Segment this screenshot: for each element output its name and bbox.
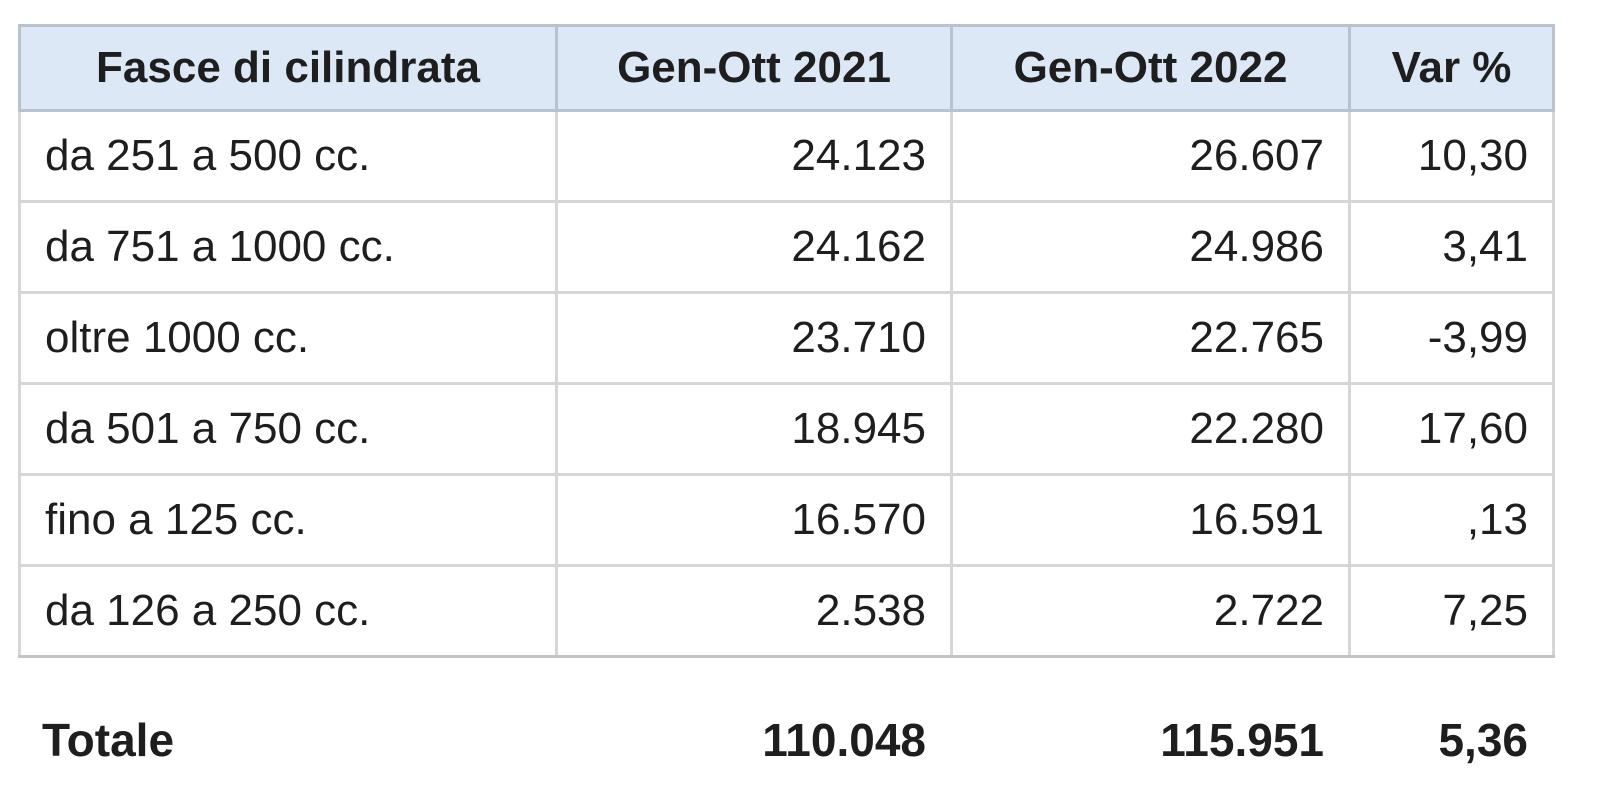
table-cell: da 751 a 1000 cc. — [18, 200, 558, 294]
table-cell: 23.710 — [555, 291, 953, 385]
header-cell: Gen-Ott 2022 — [950, 24, 1351, 112]
table-cell: 3,41 — [1348, 200, 1555, 294]
table-row: da 501 a 750 cc. 18.945 22.280 17,60 — [18, 382, 1555, 476]
data-table: Fasce di cilindrata Gen-Ott 2021 Gen-Ott 2… — [18, 24, 1555, 658]
table-cell: 24.986 — [950, 200, 1351, 294]
table-cell: da 501 a 750 cc. — [18, 382, 558, 476]
table-cell: 16.570 — [555, 473, 953, 567]
total-cell: Totale — [42, 714, 175, 766]
total-cell: 110.048 — [762, 714, 926, 766]
table-cell: 17,60 — [1348, 382, 1555, 476]
total-cell: 5,36 — [1438, 714, 1528, 766]
header-cell: Var % — [1348, 24, 1555, 112]
table-cell: 22.765 — [950, 291, 1351, 385]
header-cell: Gen-Ott 2021 — [555, 24, 953, 112]
table-cell: ,13 — [1348, 473, 1555, 567]
total-cell: 115.951 — [1160, 714, 1324, 766]
table-cell: fino a 125 cc. — [18, 473, 558, 567]
table-cell: 24.162 — [555, 200, 953, 294]
table-row: fino a 125 cc. 16.570 16.591,13 — [18, 473, 1555, 567]
header-row: Fasce di cilindrata Gen-Ott 2021 Gen-Ott 2… — [18, 24, 1555, 112]
header-cell: Fasce di cilindrata — [18, 24, 558, 112]
total-row: Totale 110.048 115.951 5,36 — [18, 700, 1552, 780]
table-cell: oltre 1000 cc. — [18, 291, 558, 385]
table-cell: 2.722 — [950, 564, 1351, 658]
table-cell: 24.123 — [555, 109, 953, 203]
total-table: Totale 110.048 115.951 5,36 — [18, 700, 1552, 780]
table-cell: 10,30 — [1348, 109, 1555, 203]
table-row: da 251 a 500 cc. 24.123 26.607 10,30 — [18, 109, 1555, 203]
table-cell: 2.538 — [555, 564, 953, 658]
table-row: da 751 a 1000 cc. 24.162 24.986 3,41 — [18, 200, 1555, 294]
table-cell: 26.607 — [950, 109, 1351, 203]
table-cell: 18.945 — [555, 382, 953, 476]
table-cell: da 126 a 250 cc. — [18, 564, 558, 658]
table-cell: 22.280 — [950, 382, 1351, 476]
table-cell: 16.591 — [950, 473, 1351, 567]
table-cell: da 251 a 500 cc. — [18, 109, 558, 203]
table-row: da 126 a 250 cc. 2.538 2.722 7,25 — [18, 564, 1555, 658]
table-cell: 7,25 — [1348, 564, 1555, 658]
table-cell: -3,99 — [1348, 291, 1555, 385]
table-row: oltre 1000 cc. 23.710 22.765 -3,99 — [18, 291, 1555, 385]
